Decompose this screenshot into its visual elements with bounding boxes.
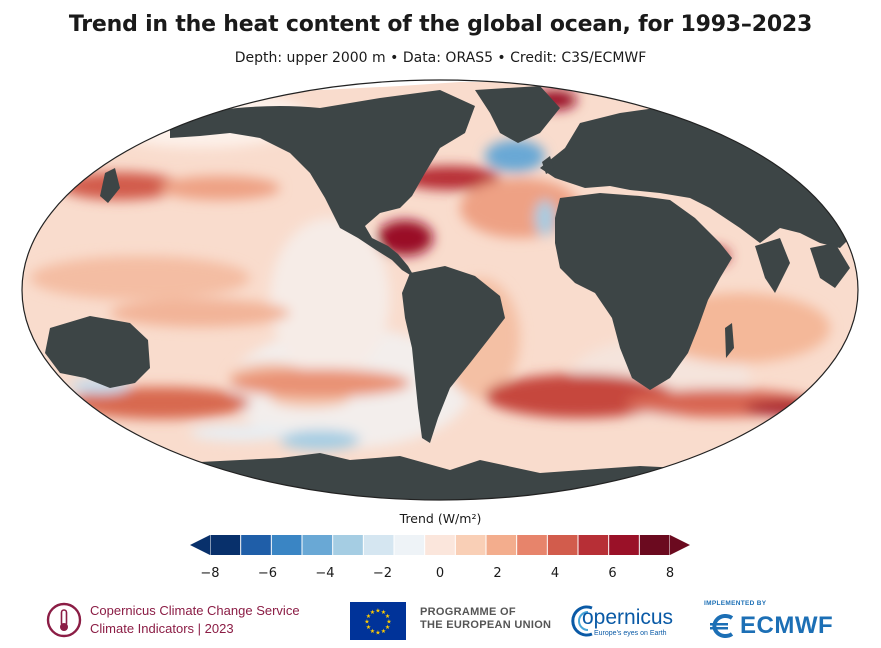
- c3s-line-2: Climate Indicators | 2023: [90, 621, 234, 636]
- greenland: [475, 86, 560, 143]
- eu-star-icon: ★: [385, 613, 390, 620]
- colorbar: [190, 535, 690, 555]
- colorbar-tick-label: −4: [315, 566, 335, 581]
- colorbar-segment: [271, 535, 302, 555]
- copernicus-logo: opernicus Europe's eyes on Earth: [568, 598, 678, 642]
- ecmwf-wordmark: ECMWF: [740, 612, 834, 639]
- colorbar-segment: [639, 535, 670, 555]
- eu-line-1: PROGRAMME OF: [420, 606, 516, 618]
- colorbar-tick-label: −2: [372, 566, 393, 581]
- colorbar-segment: [363, 535, 394, 555]
- eu-star-icon: ★: [366, 624, 371, 631]
- colorbar-segment: [547, 535, 578, 555]
- eu-star-icon: ★: [370, 609, 375, 616]
- japan: [100, 168, 120, 203]
- colorbar-title: Trend (W/m²): [399, 511, 482, 526]
- copernicus-arc-icon: [571, 605, 593, 637]
- colorbar-segment: [486, 535, 517, 555]
- map-border: [21, 79, 859, 501]
- copernicus-c3s-logo-icon: [46, 602, 82, 638]
- colorbar-segment: [394, 535, 425, 555]
- eu-programme-label: PROGRAMME OF THE EUROPEAN UNION: [420, 606, 551, 632]
- colorbar-segment: [241, 535, 271, 555]
- southeast-asia: [810, 243, 850, 288]
- colorbar-ticks: −8 −6 −4 −2 0 2 4 6 8: [190, 566, 690, 584]
- british-isles: [542, 156, 554, 174]
- colorbar-tick-label: 8: [665, 566, 675, 581]
- world-map: [20, 78, 860, 503]
- eu-star-icon: ★: [381, 628, 386, 635]
- north-america: [170, 90, 475, 278]
- colorbar-segment: [517, 535, 547, 555]
- australia: [45, 316, 150, 388]
- colorbar-tick-label: −8: [200, 566, 220, 581]
- c3s-line-1: Copernicus Climate Change Service: [90, 603, 300, 618]
- eu-star-icon: ★: [370, 628, 375, 635]
- colorbar-over-arrow: [670, 535, 690, 555]
- eu-star-icon: ★: [375, 630, 380, 637]
- colorbar-under-arrow: [190, 535, 210, 555]
- india: [755, 238, 790, 293]
- eu-star-icon: ★: [366, 613, 371, 620]
- page-subtitle: Depth: upper 2000 m • Data: ORAS5 • Cred…: [234, 50, 647, 66]
- eu-flag-icon: ★ ★ ★ ★ ★ ★ ★ ★ ★ ★ ★ ★: [350, 602, 406, 640]
- eu-star-icon: ★: [385, 624, 390, 631]
- colorbar-segment: [578, 535, 609, 555]
- eu-star-icon: ★: [386, 619, 391, 626]
- footer: Copernicus Climate Change Service Climat…: [0, 596, 881, 644]
- colorbar-tick-label: 0: [435, 566, 445, 581]
- eu-star-icon: ★: [375, 608, 380, 615]
- colorbar-tick-label: −6: [257, 566, 278, 581]
- copernicus-wordmark: opernicus: [582, 606, 674, 629]
- ecmwf-implemented-label: IMPLEMENTED BY: [704, 600, 767, 607]
- ecmwf-logo: IMPLEMENTED BY ECMWF: [704, 600, 854, 642]
- south-america: [402, 266, 505, 443]
- madagascar: [725, 323, 734, 358]
- colorbar-tick-label: 4: [550, 566, 560, 581]
- c3s-label: Copernicus Climate Change Service Climat…: [90, 602, 300, 638]
- eu-star-icon: ★: [364, 619, 369, 626]
- colorbar-segment: [210, 535, 241, 555]
- colorbar-segment: [333, 535, 363, 555]
- colorbar-segment: [609, 535, 639, 555]
- eu-star-icon: ★: [381, 609, 386, 616]
- africa: [555, 193, 732, 390]
- page-title: Trend in the heat content of the global …: [68, 12, 813, 37]
- copernicus-tagline: Europe's eyes on Earth: [594, 630, 667, 637]
- colorbar-tick-label: 6: [608, 566, 617, 581]
- colorbar-segment: [425, 535, 455, 555]
- colorbar-segment: [302, 535, 333, 555]
- colorbar-tick-label: 2: [493, 566, 502, 581]
- ecmwf-mark-icon: [710, 614, 734, 638]
- colorbar-segment: [455, 535, 486, 555]
- eu-line-2: THE EUROPEAN UNION: [420, 619, 552, 631]
